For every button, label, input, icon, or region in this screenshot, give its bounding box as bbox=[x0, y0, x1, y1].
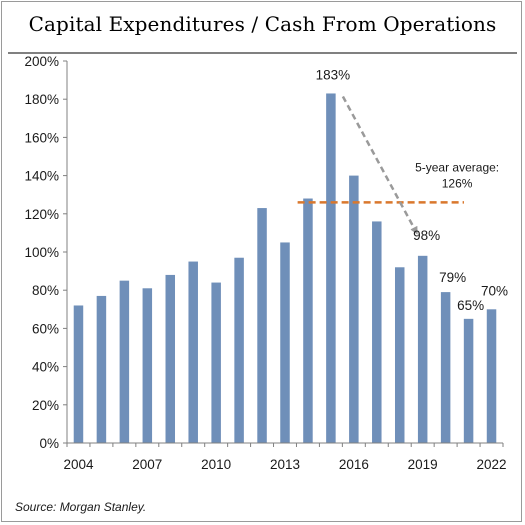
bar-2007 bbox=[142, 288, 153, 443]
bar-2008 bbox=[165, 274, 176, 443]
x-tick-label: 2004 bbox=[63, 457, 94, 472]
y-tick-label: 0% bbox=[39, 436, 59, 451]
bar-2013 bbox=[280, 242, 290, 443]
data-label-2021: 65% bbox=[457, 298, 484, 313]
bar-2018 bbox=[394, 267, 405, 443]
bar-2004 bbox=[73, 305, 84, 443]
x-tick-label: 2013 bbox=[270, 457, 300, 472]
bar-2016 bbox=[349, 175, 359, 443]
source-note: Source: Morgan Stanley. bbox=[15, 500, 147, 514]
data-label-2022: 70% bbox=[481, 283, 508, 298]
x-tick-label: 2019 bbox=[408, 457, 438, 472]
data-label-2020: 79% bbox=[439, 270, 466, 285]
bar-2021 bbox=[463, 318, 474, 443]
bar-2020 bbox=[440, 292, 451, 443]
bar-2005 bbox=[96, 295, 107, 443]
bar-2022 bbox=[486, 309, 497, 443]
average-label-line1: 5-year average: bbox=[415, 160, 499, 174]
x-tick-label: 2010 bbox=[201, 457, 231, 472]
y-tick-label: 80% bbox=[32, 283, 59, 298]
y-tick-label: 140% bbox=[24, 169, 59, 184]
x-tick-label: 2022 bbox=[477, 457, 507, 472]
y-tick-label: 60% bbox=[32, 321, 59, 336]
chart-title: Capital Expenditures / Cash From Operati… bbox=[28, 12, 497, 36]
y-tick-label: 100% bbox=[24, 245, 59, 260]
trend-arrow bbox=[341, 95, 418, 235]
bar-2011 bbox=[234, 257, 244, 443]
title-divider bbox=[8, 52, 517, 54]
average-label-line2: 126% bbox=[442, 176, 473, 190]
data-label-2019: 98% bbox=[413, 228, 440, 243]
x-tick-label: 2007 bbox=[132, 457, 162, 472]
bar-2010 bbox=[211, 282, 221, 443]
bar-2009 bbox=[188, 261, 198, 443]
bar-2012 bbox=[257, 208, 267, 443]
data-label-2015: 183% bbox=[316, 67, 351, 82]
bar-2015 bbox=[326, 93, 336, 443]
bar-2017 bbox=[372, 221, 382, 443]
y-tick-label: 20% bbox=[32, 398, 59, 413]
bar-2014 bbox=[303, 198, 313, 443]
y-tick-label: 40% bbox=[32, 360, 59, 375]
y-tick-label: 180% bbox=[24, 92, 59, 107]
bar-2019 bbox=[417, 255, 428, 443]
y-tick-label: 200% bbox=[24, 54, 59, 69]
y-tick-label: 120% bbox=[24, 207, 59, 222]
bar-2006 bbox=[119, 280, 130, 443]
y-tick-label: 160% bbox=[24, 130, 59, 145]
x-tick-label: 2016 bbox=[339, 457, 369, 472]
